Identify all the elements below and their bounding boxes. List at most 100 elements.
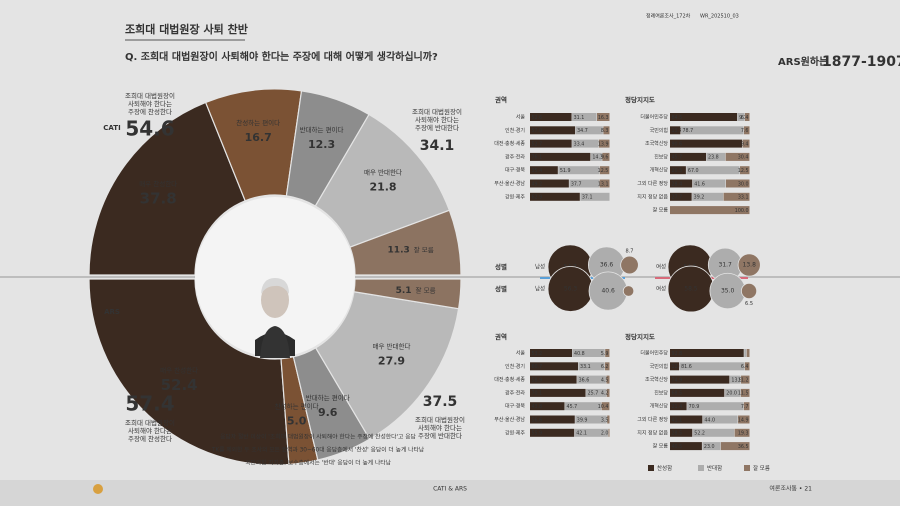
- footer-logo: [93, 484, 103, 494]
- bar-segment: [743, 126, 750, 135]
- bar-value: 42.1: [576, 431, 587, 437]
- bar-segment: [741, 375, 750, 384]
- bar-segment: [575, 415, 607, 424]
- category-label: 더불어민주당: [640, 114, 668, 121]
- bar-segment: [734, 428, 750, 437]
- bar-value: 5.9: [601, 351, 609, 357]
- category-label: 서울: [516, 114, 526, 121]
- total-label: 조희대 대법원장이: [415, 415, 465, 424]
- bar-segment: [569, 179, 600, 188]
- category-label: 그외 다른 정당: [637, 180, 668, 187]
- bar-segment: [670, 388, 725, 397]
- bar-value: 20.0: [726, 391, 737, 397]
- bubble-value: 40.6: [601, 288, 615, 295]
- bar-segment: [740, 388, 750, 397]
- category-label: 대구·경북: [505, 403, 525, 410]
- bar-segment: [530, 388, 586, 397]
- bar-segment: [686, 166, 740, 175]
- bar-segment: [605, 349, 610, 357]
- bar-value: 37.7: [571, 181, 582, 187]
- bar-value: 43.8: [532, 404, 543, 410]
- bar-segment: [729, 375, 741, 384]
- bar-value: 70.9: [689, 404, 700, 410]
- bar-value: 2.0: [601, 431, 609, 437]
- bar-segment: [742, 139, 750, 148]
- bar-segment: [530, 126, 576, 135]
- bar-value: 51.9: [560, 168, 571, 174]
- bar-value: 23.0: [704, 444, 715, 450]
- bar-value: 37.1: [582, 195, 593, 201]
- bar-segment: [670, 206, 750, 215]
- donut-segment: [88, 101, 246, 276]
- bar-value: 4.2: [601, 391, 609, 397]
- bar-value: 12.0: [672, 364, 683, 370]
- bar-segment: [530, 362, 579, 371]
- bar-value: 13.9: [731, 377, 742, 383]
- category-label: 강원·제주: [505, 429, 525, 436]
- bar-segment: [670, 152, 707, 161]
- survey-no: 정례여론조사_172차: [646, 13, 691, 20]
- bar-segment: [737, 113, 745, 121]
- bar-segment: [605, 362, 610, 371]
- bar-value: 84.5: [672, 115, 683, 121]
- bar-value: 81.6: [681, 364, 692, 370]
- category-label: 진보당: [654, 153, 668, 160]
- bar-value: 6.4: [741, 364, 749, 370]
- bar-value: 68.5: [672, 391, 683, 397]
- bar-segment: [603, 126, 610, 135]
- bar-segment: [606, 375, 610, 384]
- bar-value: 90.6: [672, 141, 683, 147]
- total-value: 37.5: [423, 394, 458, 410]
- bar-value: 34.7: [577, 128, 588, 134]
- bar-segment: [679, 362, 745, 371]
- bar-value: 31.1: [574, 115, 585, 121]
- total-label: 사퇴해야 한다는: [128, 426, 172, 435]
- bar-value: 100.0: [735, 208, 749, 214]
- category-label: 인천·경기: [505, 363, 525, 370]
- bar-value: 14.9: [738, 417, 749, 423]
- segment-value: 5.1: [396, 286, 412, 296]
- bar-value: 13.7: [672, 128, 683, 134]
- bar-value: 41.6: [694, 181, 705, 187]
- bar-segment: [530, 375, 577, 384]
- bar-value: 33.1: [738, 195, 749, 201]
- category-label: 서울: [516, 350, 526, 357]
- survey-code: WR_202510_03: [700, 14, 739, 20]
- bar-segment: [670, 126, 681, 135]
- bar-value: 7.7: [741, 404, 749, 410]
- total-label: 사퇴해야 한다는: [418, 423, 462, 432]
- legend-swatch: [698, 465, 704, 471]
- bar-value: 36.6: [579, 377, 590, 383]
- total-value: 57.4: [125, 392, 174, 416]
- portrait-shoulders: [260, 326, 290, 358]
- bar-segment: [572, 139, 599, 148]
- bar-value: 92.8: [672, 351, 683, 357]
- bar-segment: [744, 113, 750, 121]
- bar-value: 56.6: [532, 417, 543, 423]
- survey-name: ARS: [104, 308, 120, 316]
- bar-value: 13.9: [598, 141, 609, 147]
- category-label: 강원·제주: [505, 193, 525, 200]
- donut-segment: [353, 278, 462, 310]
- bar-segment: [599, 166, 610, 175]
- segment-category: 매우 반대한다: [373, 341, 411, 350]
- page-title: 조희대 대법원장 사퇴 찬반: [125, 22, 248, 36]
- category-label: 개혁신당: [650, 167, 669, 174]
- bar-value: 11.2: [738, 377, 749, 383]
- note: 응답자 절반 이상이 '조희대 대법원장이 사퇴해야 한다는 주장에 찬성한다'…: [220, 433, 416, 441]
- total-label: 주장에 반대한다: [418, 431, 462, 440]
- bar-value: 11.5: [738, 391, 749, 397]
- donut-hole: [195, 197, 355, 357]
- bar-value: 30.4: [738, 155, 749, 161]
- segment-value: 9.6: [318, 406, 338, 419]
- bar-segment: [670, 113, 738, 121]
- bar-value: 62.9: [532, 195, 543, 201]
- bar-value: 76.1: [532, 155, 543, 161]
- bar-segment: [602, 152, 610, 161]
- bar-value: 55.9: [532, 431, 543, 437]
- question: Q. 조희대 대법원장이 사퇴해야 한다는 주장에 대해 어떻게 생각하십니까?: [125, 50, 438, 63]
- footer-page: 여론조사통 • 21: [769, 485, 812, 493]
- bar-segment: [692, 428, 735, 437]
- brand: ARS원하는: [778, 55, 828, 68]
- bar-value: 12.5: [598, 168, 609, 174]
